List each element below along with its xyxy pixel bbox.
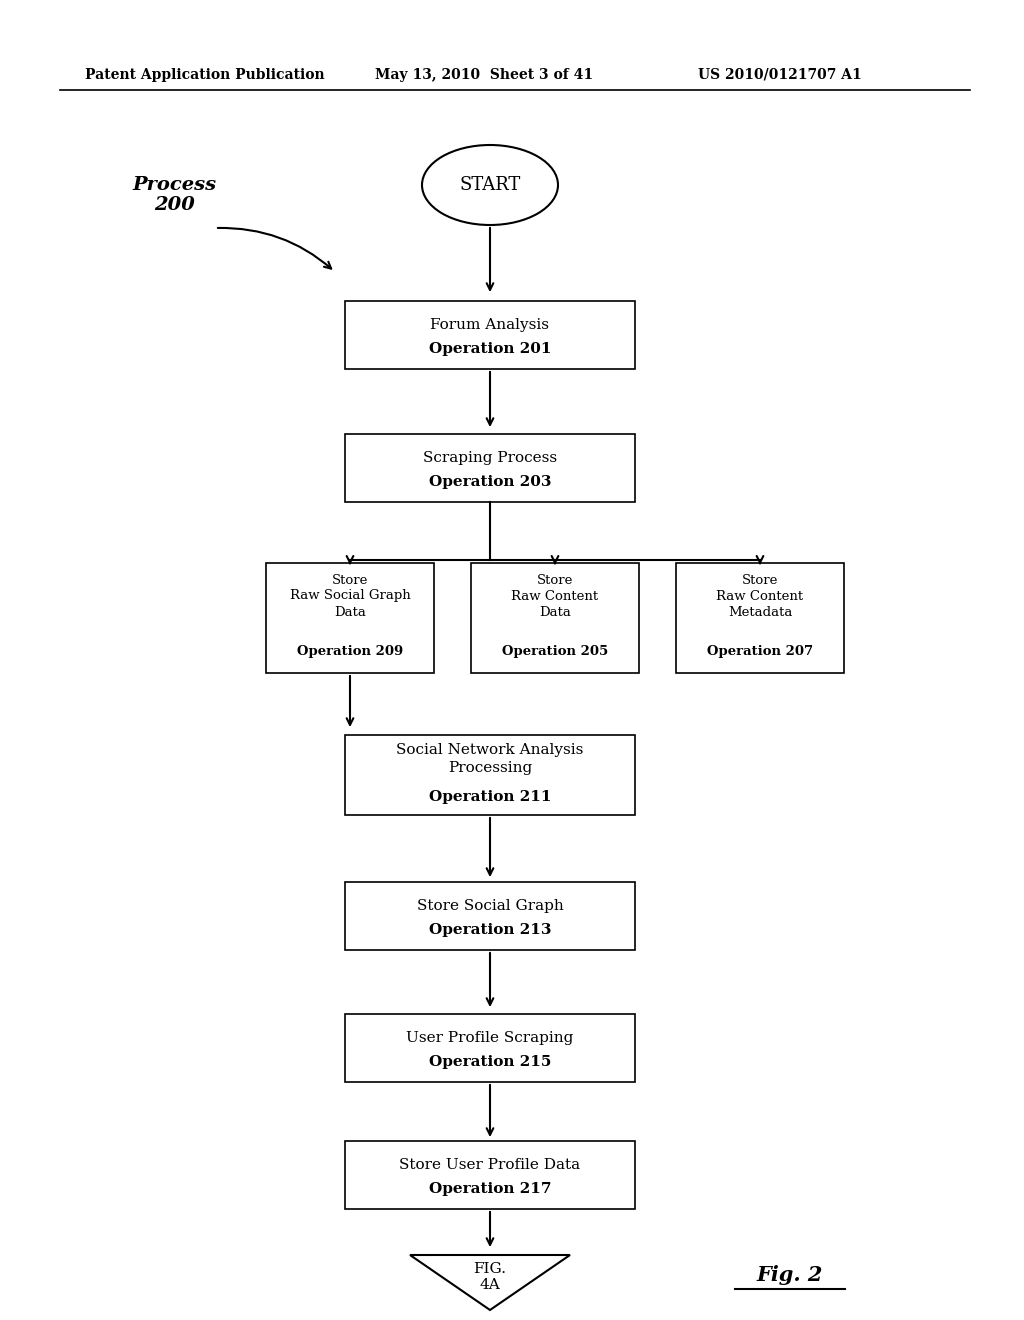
Bar (676, 564, 844, 673)
Text: US 2010/0121707 A1: US 2010/0121707 A1 (698, 69, 862, 82)
Ellipse shape (422, 145, 558, 224)
Bar (471, 564, 639, 673)
Text: FIG.
4A: FIG. 4A (473, 1262, 507, 1292)
Text: Scraping Process: Scraping Process (423, 451, 557, 465)
Text: Social Network Analysis
Processing: Social Network Analysis Processing (396, 743, 584, 775)
Text: User Profile Scraping: User Profile Scraping (407, 1031, 573, 1045)
Text: Store Social Graph: Store Social Graph (417, 899, 563, 913)
Bar (345, 434, 635, 502)
Text: Store
Raw Content
Metadata: Store Raw Content Metadata (717, 573, 804, 619)
Text: Operation 213: Operation 213 (429, 923, 551, 937)
Text: START: START (460, 176, 520, 194)
Text: Forum Analysis: Forum Analysis (430, 318, 550, 333)
Text: Operation 215: Operation 215 (429, 1055, 551, 1069)
Text: Store User Profile Data: Store User Profile Data (399, 1158, 581, 1172)
Bar (345, 882, 635, 950)
Text: Store
Raw Social Graph
Data: Store Raw Social Graph Data (290, 573, 411, 619)
Text: Patent Application Publication: Patent Application Publication (85, 69, 325, 82)
Text: Operation 207: Operation 207 (707, 644, 813, 657)
Text: Process
200: Process 200 (133, 176, 217, 214)
Text: Operation 209: Operation 209 (297, 644, 403, 657)
Text: Operation 203: Operation 203 (429, 475, 551, 488)
Text: May 13, 2010  Sheet 3 of 41: May 13, 2010 Sheet 3 of 41 (375, 69, 593, 82)
Text: Operation 217: Operation 217 (429, 1181, 551, 1196)
Text: Fig. 2: Fig. 2 (757, 1265, 823, 1284)
Bar (345, 301, 635, 370)
Bar (266, 564, 434, 673)
Text: Operation 211: Operation 211 (429, 789, 551, 804)
Text: Operation 205: Operation 205 (502, 644, 608, 657)
Text: Store
Raw Content
Data: Store Raw Content Data (511, 573, 599, 619)
Bar (345, 1140, 635, 1209)
Bar (345, 1014, 635, 1082)
Text: Operation 201: Operation 201 (429, 342, 551, 356)
Bar (345, 735, 635, 814)
